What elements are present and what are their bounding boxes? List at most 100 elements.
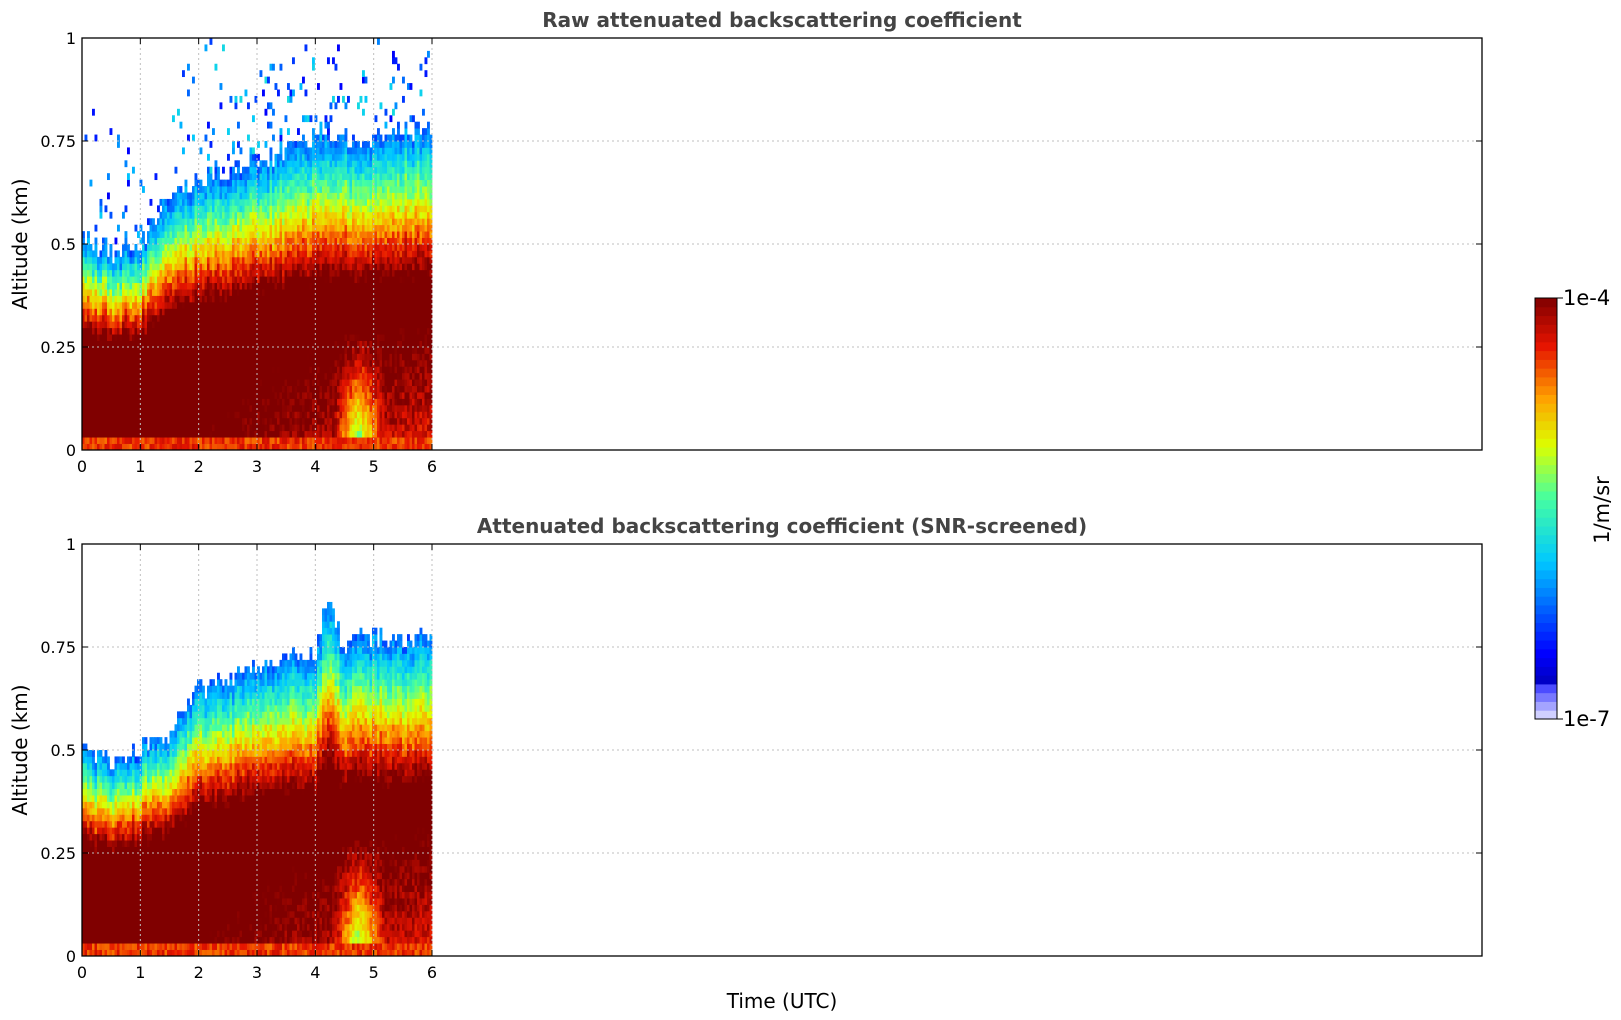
heatmap-cell: [319, 160, 323, 168]
heatmap-cell: [109, 282, 113, 290]
heatmap-cell: [284, 211, 288, 219]
heatmap-cell: [334, 321, 338, 329]
heatmap-cell: [232, 385, 235, 393]
heatmap-cell: [99, 430, 103, 438]
heatmap-cell: [102, 417, 105, 425]
heatmap-cell: [329, 282, 333, 290]
heatmap-cell: [317, 224, 320, 232]
heatmap-cell: [369, 308, 373, 316]
heatmap-cell: [367, 372, 370, 380]
heatmap-cell: [264, 347, 268, 354]
heatmap-cell: [319, 128, 323, 135]
heatmap-cell: [339, 392, 343, 399]
heatmap-cell: [277, 327, 280, 335]
heatmap-cell: [194, 295, 198, 303]
heatmap-cell: [162, 231, 165, 238]
heatmap-cell: [84, 398, 88, 406]
heatmap-cell: [369, 353, 373, 361]
heatmap-cell: [127, 276, 130, 284]
heatmap-cell: [282, 437, 285, 444]
heatmap-cell: [212, 443, 215, 451]
heatmap-cell: [332, 347, 335, 354]
heatmap-cell: [219, 269, 223, 277]
heatmap-cell: [262, 218, 265, 226]
heatmap-cell: [232, 379, 235, 387]
heatmap-cell: [194, 404, 198, 412]
heatmap-cell: [239, 327, 243, 335]
heatmap-cell: [137, 282, 140, 290]
heatmap-cell: [157, 366, 160, 374]
heatmap-cell: [167, 327, 170, 335]
heatmap-cell: [209, 289, 213, 296]
heatmap-cell: [169, 244, 173, 251]
heatmap-cell: [229, 276, 233, 284]
heatmap-cell: [327, 321, 330, 329]
heatmap-cell: [214, 289, 218, 296]
heatmap-cell: [282, 417, 285, 425]
heatmap-cell: [277, 231, 280, 238]
heatmap-cell: [327, 359, 330, 367]
heatmap-cell: [229, 282, 233, 290]
heatmap-cell: [229, 256, 233, 264]
heatmap-cell: [329, 289, 333, 296]
heatmap-cell: [252, 173, 255, 181]
heatmap-cell: [107, 282, 110, 290]
heatmap-cell: [344, 347, 348, 354]
heatmap-cell: [207, 244, 210, 251]
heatmap-cell: [259, 308, 263, 316]
heatmap-cell: [84, 308, 88, 316]
heatmap-cell: [342, 224, 345, 232]
heatmap-cell: [239, 282, 243, 290]
heatmap-cell: [242, 218, 245, 226]
heatmap-cell: [317, 347, 320, 354]
heatmap-cell: [129, 443, 133, 451]
heatmap-cell: [222, 366, 225, 374]
heatmap-cell: [159, 224, 163, 232]
heatmap-cell: [359, 347, 363, 354]
heatmap-cell: [287, 276, 290, 284]
heatmap-cell: [257, 437, 260, 444]
heatmap-cell: [162, 443, 165, 451]
heatmap-cell: [252, 321, 255, 329]
heatmap-cell: [279, 160, 283, 168]
heatmap-cell: [199, 276, 203, 284]
heatmap-cell: [317, 83, 320, 90]
heatmap-cell: [159, 321, 163, 329]
heatmap-cell: [162, 301, 165, 309]
heatmap-cell: [327, 198, 330, 206]
heatmap-cell: [294, 263, 298, 271]
heatmap-cell: [317, 295, 320, 303]
heatmap-cell: [207, 289, 210, 296]
heatmap-cell: [129, 385, 133, 393]
heatmap-cell: [107, 334, 110, 341]
heatmap-cell: [209, 218, 213, 226]
heatmap-cell: [94, 353, 98, 361]
heatmap-cell: [349, 282, 353, 290]
heatmap-cell: [299, 192, 303, 200]
heatmap-cell: [219, 276, 223, 284]
heatmap-cell: [152, 417, 155, 425]
heatmap-cell: [194, 366, 198, 374]
heatmap-cell: [322, 269, 325, 277]
heatmap-cell: [84, 276, 88, 284]
heatmap-cell: [307, 379, 310, 387]
heatmap-cell: [222, 276, 225, 284]
heatmap-cell: [94, 398, 98, 406]
heatmap-cell: [192, 198, 195, 206]
heatmap-cell: [127, 289, 130, 296]
heatmap-cell: [97, 269, 100, 277]
heatmap-cell: [234, 334, 238, 341]
heatmap-cell: [132, 282, 135, 290]
heatmap-cell: [259, 385, 263, 393]
heatmap-cell: [292, 166, 295, 174]
heatmap-cell: [84, 314, 88, 322]
heatmap-cell: [342, 160, 345, 168]
heatmap-cell: [327, 417, 330, 425]
heatmap-cell: [302, 115, 305, 123]
heatmap-cell: [264, 250, 268, 258]
heatmap-cell: [207, 237, 210, 245]
heatmap-cell: [259, 70, 263, 78]
heatmap-cell: [189, 224, 193, 232]
heatmap-cell: [172, 372, 175, 380]
heatmap-cell: [84, 134, 88, 142]
